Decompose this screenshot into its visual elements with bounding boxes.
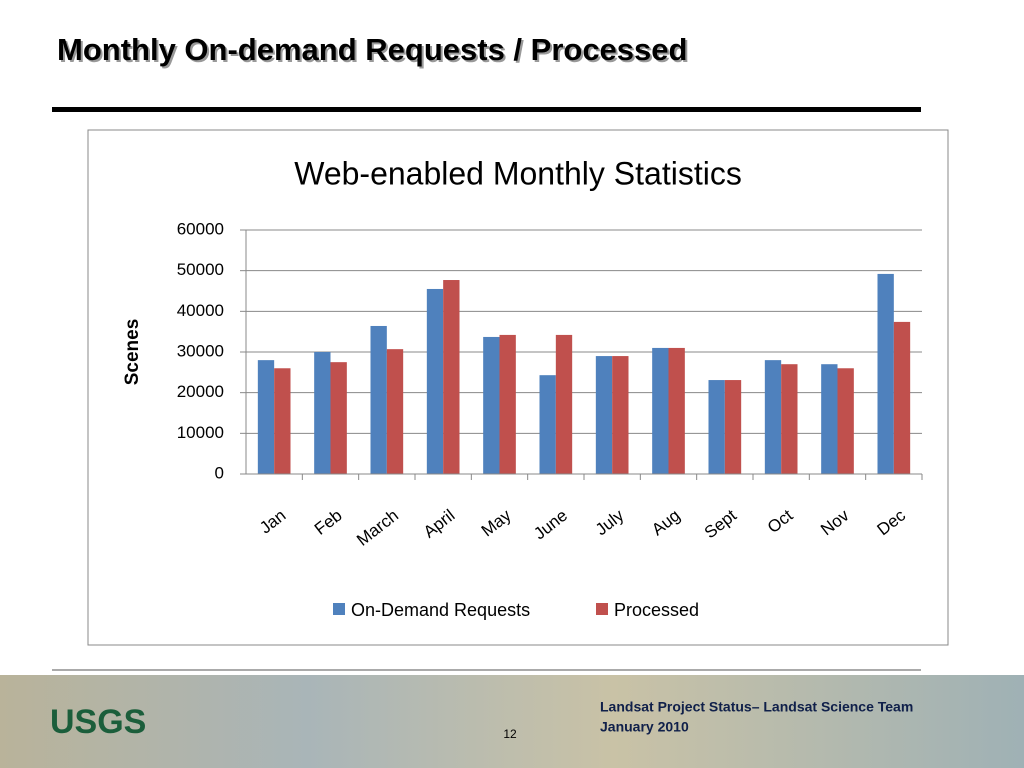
bar [483,336,500,474]
bar [274,368,291,474]
y-tick-label: 10000 [177,423,224,442]
bar [257,360,275,474]
bar [668,347,685,474]
logo: USGS [50,703,146,741]
chart-frame [87,129,949,646]
slide-title-shadow: Monthly On-demand Requests / Processed [59,34,689,69]
bar [499,334,516,474]
y-tick-label: 20000 [177,382,224,401]
legend-swatch [333,603,345,615]
chart-title: Web-enabled Monthly Statistics [294,155,742,191]
bar [555,334,573,474]
bar [837,368,854,474]
y-tick-label: 0 [215,463,224,482]
bar [539,375,556,474]
y-tick-label: 30000 [177,341,224,360]
bar [821,364,838,474]
page-number: 12 [503,727,517,741]
bar [595,356,613,474]
slide-title: Monthly On-demand Requests / Processed [57,32,687,67]
bar [893,321,911,474]
legend-swatch [596,603,608,615]
bar [443,280,460,474]
footer-line: January 2010 [600,719,689,735]
y-tick-label: 40000 [177,301,224,320]
legend-label: Processed [614,600,699,620]
bar [877,273,894,474]
title-rule [52,107,921,112]
bar [724,380,742,474]
bar [370,325,387,474]
bar [781,364,798,474]
bar [708,380,725,474]
bar [612,356,629,474]
bar [314,352,331,474]
legend-label: On-Demand Requests [351,600,530,620]
footer-line: Landsat Project Status– Landsat Science … [600,699,913,715]
footer-image [0,675,1024,768]
bar [764,360,782,474]
bar [386,349,404,474]
bar [330,362,347,474]
y-axis-label: Scenes [122,319,143,386]
bar [652,347,669,474]
y-tick-label: 60000 [177,219,224,238]
y-tick-label: 50000 [177,260,224,279]
bar [426,288,444,474]
